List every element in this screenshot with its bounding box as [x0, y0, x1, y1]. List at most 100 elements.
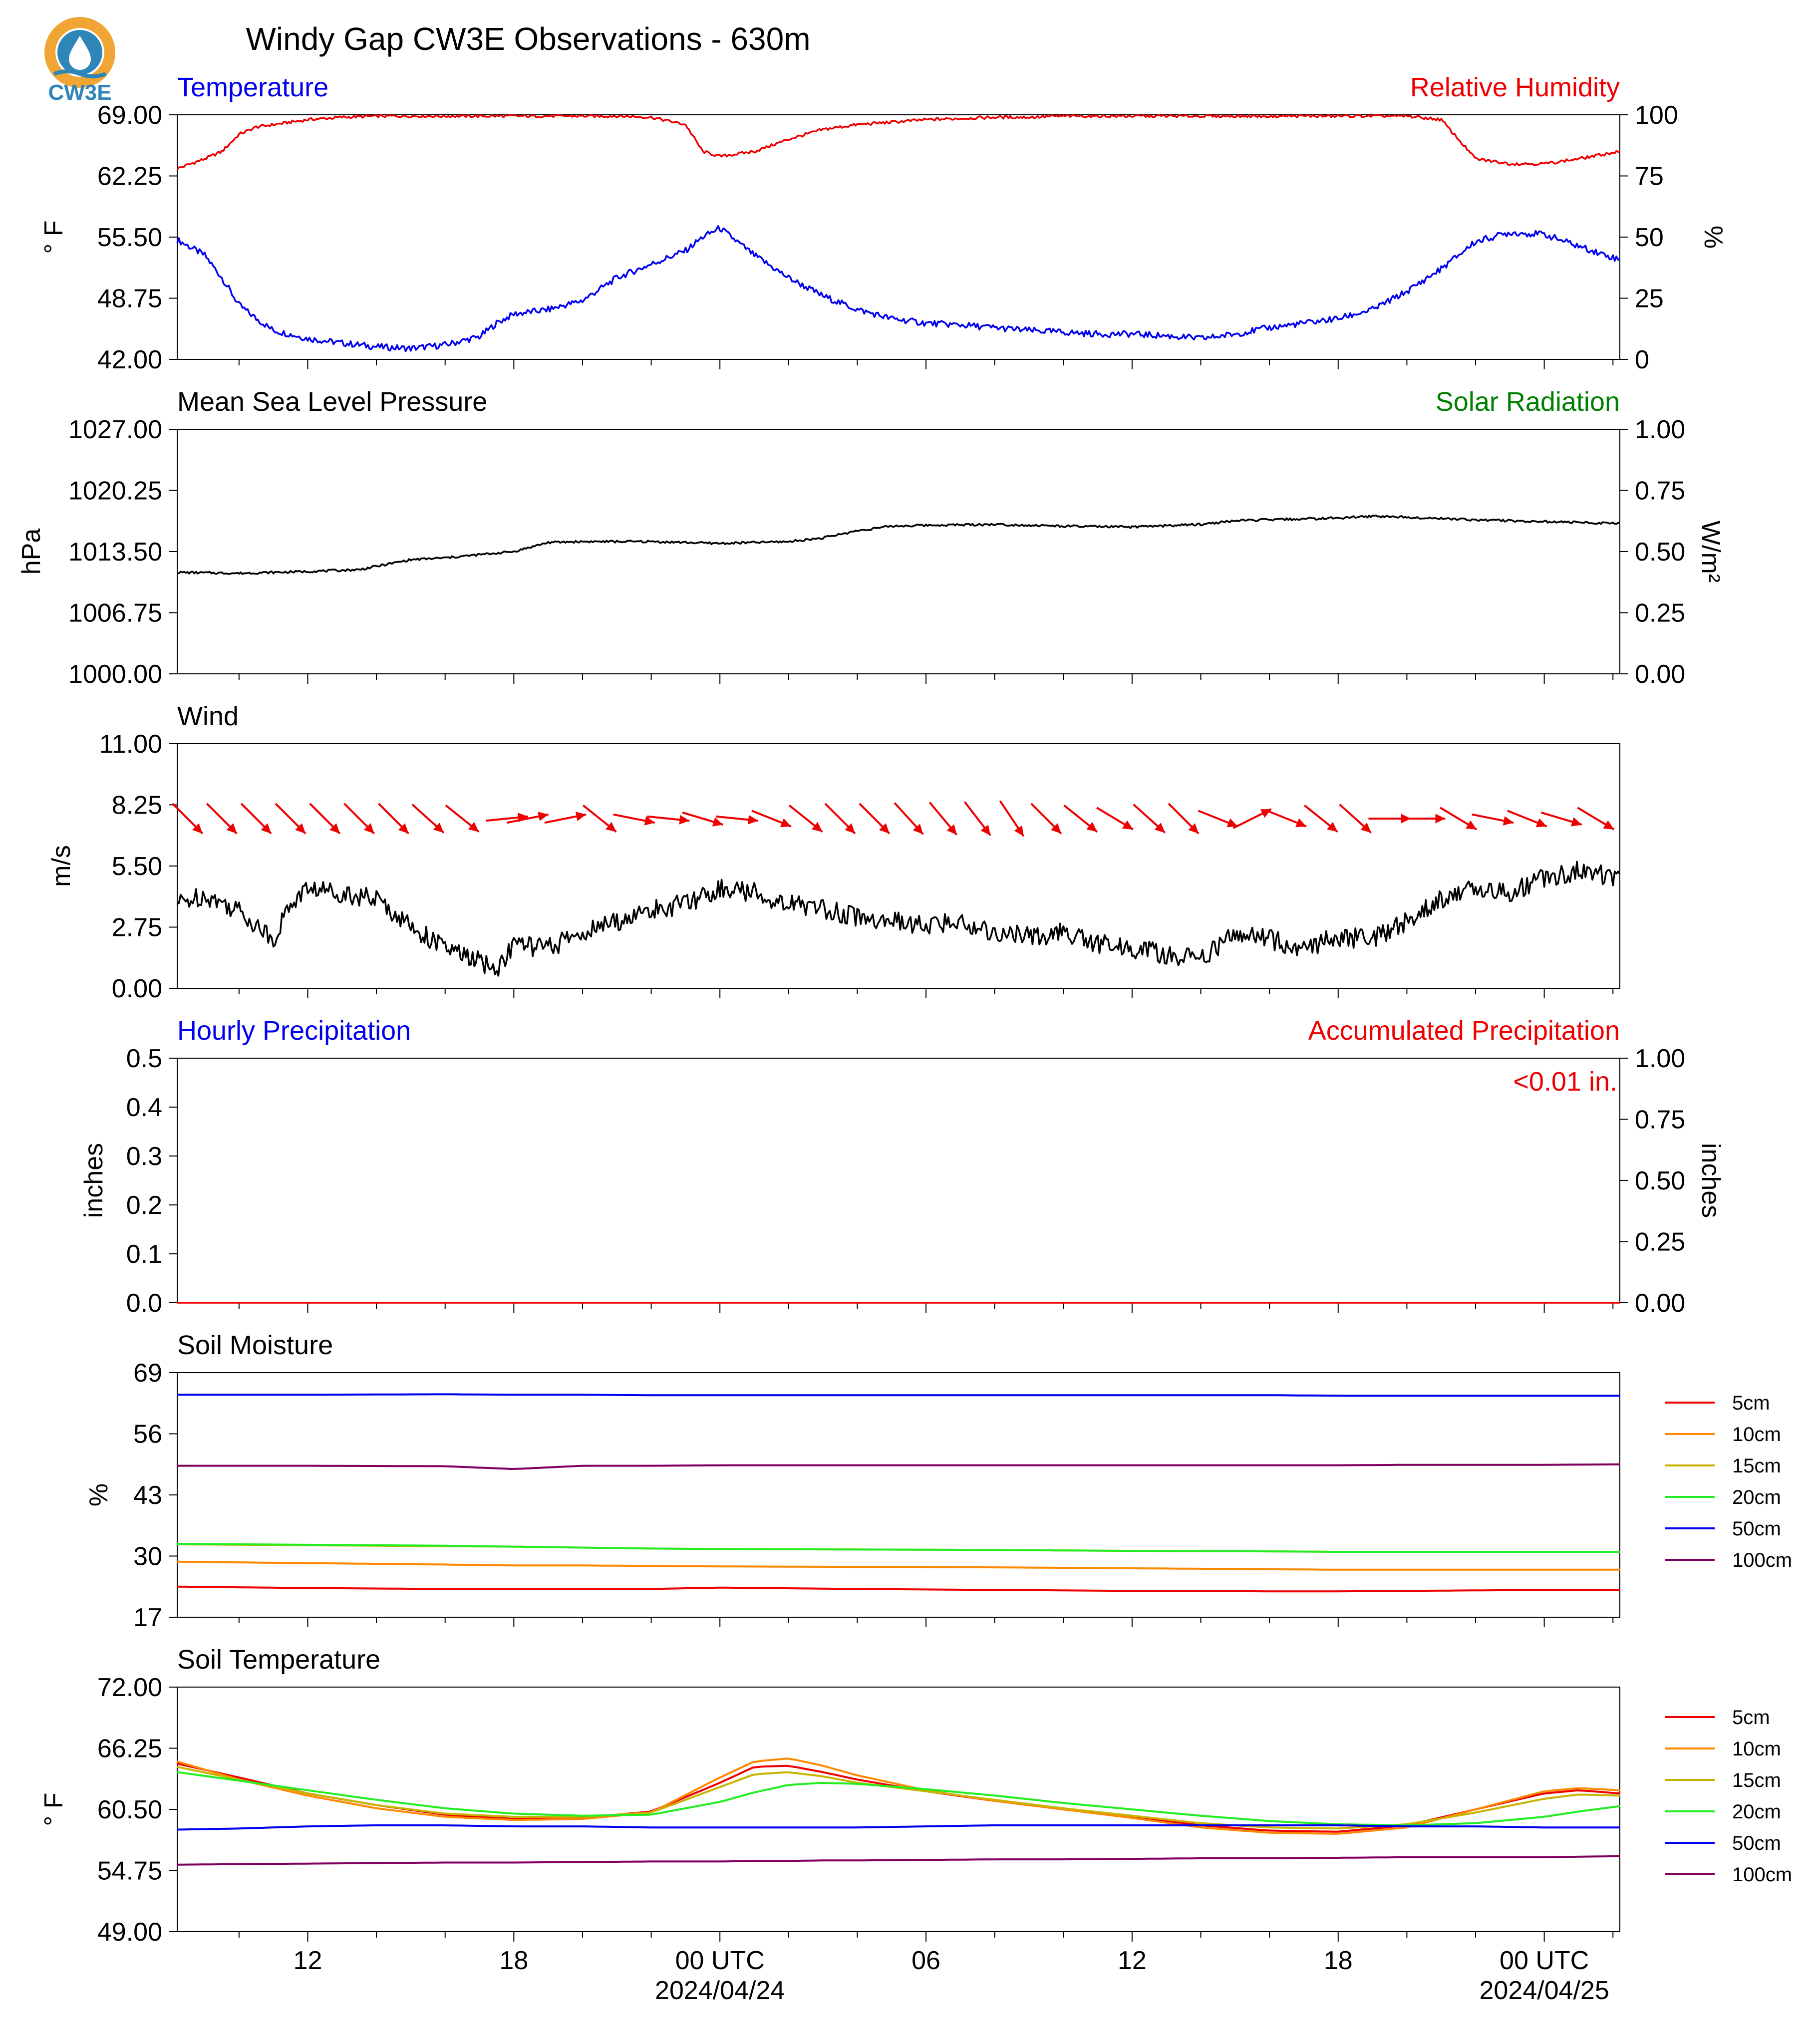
- y-tick-label-right: 0.75: [1635, 1106, 1685, 1135]
- wind-arrow-head: [712, 817, 723, 827]
- y-ticks-left: 11.00 8.25 5.50 2.75 0.00: [99, 730, 177, 1003]
- y-tick-label: 30: [133, 1542, 162, 1571]
- panel-pressure: Mean Sea Level Pressure Solar Radiation …: [17, 387, 1725, 689]
- legend-label: 5cm: [1732, 1707, 1770, 1729]
- wind-arrow-head: [748, 815, 758, 825]
- panel-soil-moisture: Soil Moisture % 69 56 43 30 17 5cm 10cm 15cm 20…: [84, 1330, 1792, 1632]
- wind-arrow-head: [1086, 822, 1097, 832]
- y-tick-label-right: 0.50: [1635, 1166, 1685, 1195]
- y-tick-label-right: 75: [1635, 162, 1664, 191]
- y-tick-label: 11.00: [99, 730, 162, 759]
- y-axis-label-right: W/m²: [1696, 521, 1725, 582]
- wind-arrow-head: [1571, 817, 1582, 827]
- y-tick-label: 42.00: [97, 345, 162, 374]
- wind-arrow: [999, 800, 1025, 837]
- wind-arrow-head: [1360, 823, 1371, 833]
- wind-arrow-head: [644, 816, 655, 826]
- y-tick-label: 49.00: [97, 1918, 162, 1947]
- legend-label: 10cm: [1732, 1424, 1781, 1446]
- y-ticks-left: 1027.00 1020.25 1013.50 1006.75 1000.00: [68, 415, 177, 689]
- wind-arrow-head: [1188, 823, 1199, 834]
- y-ticks-left: 69 56 43 30 17: [133, 1359, 177, 1632]
- y-tick-label: 8.25: [112, 791, 162, 820]
- wind-arrow: [716, 815, 759, 825]
- series-lines: [177, 861, 1621, 977]
- panel-title-right: Relative Humidity: [1410, 72, 1620, 102]
- panel-wind: Wind m/s 11.00 8.25 5.50 2.75 0.00: [47, 701, 1621, 1003]
- series-line: [177, 514, 1620, 576]
- wind-arrow-head: [1051, 823, 1061, 834]
- wind-arrow-head: [606, 822, 616, 832]
- wind-arrow: [824, 803, 856, 835]
- y-axis-label: inches: [79, 1143, 108, 1218]
- legend-label: 100cm: [1732, 1549, 1792, 1571]
- x-tick-label: 06: [911, 1946, 940, 1975]
- wind-arrow: [240, 803, 272, 835]
- panel-title: Wind: [177, 701, 239, 731]
- wind-arrow-head: [1503, 816, 1514, 826]
- wind-arrow-head: [398, 823, 409, 834]
- y-tick-label: 48.75: [97, 285, 162, 313]
- panel-title: Soil Moisture: [177, 1330, 333, 1360]
- wind-arrow-head: [295, 823, 306, 834]
- y-tick-label: 62.25: [97, 162, 162, 191]
- wind-arrow: [1403, 814, 1446, 824]
- wind-arrow: [1168, 803, 1200, 835]
- wind-arrow: [1266, 810, 1307, 828]
- wind-arrow-head: [261, 823, 272, 834]
- wind-arrow-head: [1014, 825, 1024, 837]
- series-line: [177, 1585, 1620, 1593]
- y-ticks-right: 100 75 50 25 0: [1620, 101, 1678, 374]
- series-line: [177, 1393, 1620, 1397]
- wind-arrow-head: [1435, 814, 1446, 824]
- x-tick-label: 00 UTC: [1500, 1946, 1589, 1975]
- x-ticks: [238, 988, 1614, 998]
- wind-arrow: [1507, 810, 1547, 828]
- x-tick-label: 12: [1118, 1946, 1147, 1975]
- wind-arrow-head: [946, 824, 957, 835]
- wind-arrow-head: [575, 812, 587, 821]
- y-tick-label: 60.50: [97, 1795, 162, 1824]
- x-ticks: [238, 1617, 1614, 1627]
- wind-arrow: [275, 803, 306, 835]
- wind-arrow-head: [1295, 818, 1306, 828]
- y-tick-label-right: 0.00: [1635, 660, 1685, 689]
- legend-label: 10cm: [1732, 1738, 1781, 1760]
- wind-arrow-head: [780, 818, 791, 828]
- wind-arrow-head: [433, 823, 444, 833]
- series-lines: [177, 514, 1620, 576]
- legend-label: 5cm: [1732, 1392, 1770, 1414]
- legend: 5cm 10cm 15cm 20cm 50cm 100cm: [1665, 1707, 1792, 1886]
- x-tick-label: 12: [294, 1946, 322, 1975]
- panel-title-right: Accumulated Precipitation: [1308, 1016, 1620, 1046]
- wind-arrow-head: [329, 823, 340, 834]
- y-tick-label: 0.3: [126, 1142, 162, 1171]
- panel-temperature: Temperature Relative Humidity ° F % 69.0…: [39, 72, 1728, 374]
- x-tick-label: 18: [1324, 1946, 1353, 1975]
- wind-arrow: [1472, 813, 1514, 826]
- y-tick-label: 1027.00: [68, 415, 162, 444]
- series-line: [177, 861, 1621, 977]
- wind-arrow-head: [538, 812, 549, 821]
- y-tick-label-right: 0.00: [1635, 1289, 1685, 1318]
- series-line: [177, 1543, 1620, 1553]
- y-axis-label: hPa: [17, 529, 46, 575]
- wind-arrow: [963, 801, 991, 836]
- x-tick-sublabel: 2024/04/24: [655, 1976, 785, 2005]
- series-lines: [177, 1393, 1620, 1593]
- x-tick-sublabel: 2024/04/25: [1479, 1976, 1609, 2005]
- wind-arrow: [928, 802, 958, 836]
- y-tick-label: 72.00: [97, 1673, 162, 1702]
- wind-arrow: [1030, 803, 1062, 835]
- wind-arrow: [859, 803, 891, 835]
- wind-arrow-head: [912, 824, 923, 835]
- wind-arrow: [894, 802, 924, 835]
- legend-label: 20cm: [1732, 1801, 1781, 1823]
- wind-arrow: [172, 803, 204, 835]
- wind-arrow: [613, 813, 655, 826]
- wind-arrow-head: [1466, 820, 1477, 830]
- series-lines: [176, 114, 1620, 352]
- wind-arrow: [647, 815, 690, 825]
- y-axis-label: ° F: [39, 220, 68, 254]
- y-tick-label-right: 1.00: [1635, 415, 1685, 444]
